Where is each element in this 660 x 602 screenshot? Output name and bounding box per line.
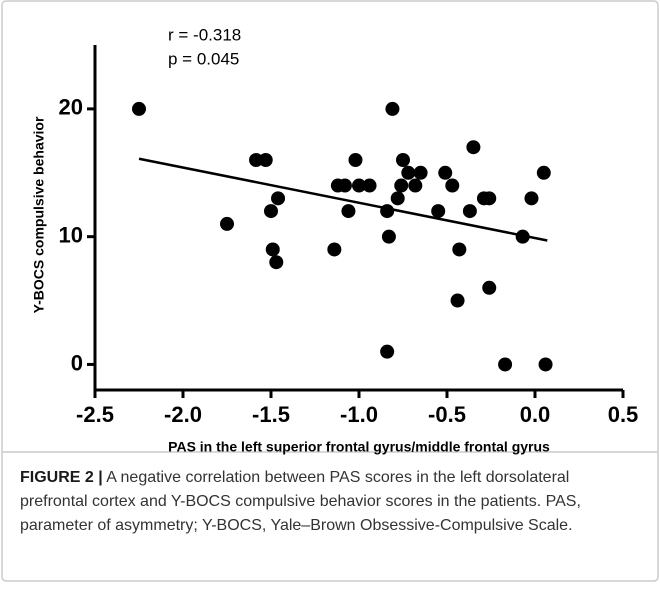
- point: [380, 204, 395, 219]
- point: [466, 140, 481, 155]
- annotation: p = 0.045: [168, 49, 239, 68]
- point: [341, 204, 356, 219]
- point: [394, 178, 409, 193]
- figure-frame: [1, 0, 659, 582]
- point: [438, 165, 453, 180]
- point: [258, 153, 273, 167]
- point: [462, 204, 477, 219]
- y-axis-label: Y-BOCS compulsive behavior: [31, 116, 47, 313]
- point: [264, 204, 278, 219]
- point: [249, 153, 264, 167]
- point: [538, 357, 553, 372]
- point: [396, 153, 410, 167]
- caption-text: A negative correlation between PAS score…: [20, 469, 581, 534]
- point: [524, 191, 539, 206]
- point: [132, 101, 146, 116]
- x-tick-label: -1.5: [252, 402, 290, 427]
- point: [390, 191, 405, 206]
- caption-label: FIGURE 2 |: [20, 469, 103, 486]
- x-axis-label: PAS in the left superior frontal gyrus/m…: [168, 439, 550, 455]
- point: [482, 280, 497, 295]
- x-tick-label: 0.0: [520, 402, 551, 427]
- annotation: r = -0.318: [168, 25, 241, 44]
- point: [536, 165, 551, 180]
- point: [362, 178, 377, 193]
- x-tick-label: -0.5: [428, 402, 466, 427]
- point: [269, 255, 284, 270]
- point: [498, 357, 513, 372]
- point: [431, 204, 446, 219]
- x-tick-label: -2.5: [76, 402, 114, 427]
- fit-line: [138, 157, 548, 242]
- x-tick-label: 0.5: [608, 402, 639, 427]
- point: [337, 178, 352, 193]
- y-tick-label: 20: [59, 95, 83, 120]
- point: [271, 191, 286, 206]
- point: [450, 293, 465, 308]
- point: [413, 165, 428, 180]
- point: [408, 178, 423, 193]
- point: [385, 101, 400, 116]
- y-tick-label: 10: [59, 222, 83, 247]
- caption: FIGURE 2 | A negative correlation betwee…: [20, 466, 640, 538]
- point: [482, 191, 497, 206]
- point: [401, 165, 416, 180]
- x-tick-label: -1.0: [340, 402, 378, 427]
- point: [327, 242, 342, 257]
- x-tick-label: -2.0: [164, 402, 202, 427]
- point: [265, 242, 280, 257]
- y-tick-label: 0: [71, 350, 83, 375]
- point: [348, 153, 363, 167]
- point: [352, 178, 366, 193]
- point: [515, 229, 530, 244]
- point: [380, 344, 395, 359]
- point: [452, 242, 467, 257]
- point: [220, 216, 234, 231]
- point: [445, 178, 460, 193]
- point: [381, 229, 396, 244]
